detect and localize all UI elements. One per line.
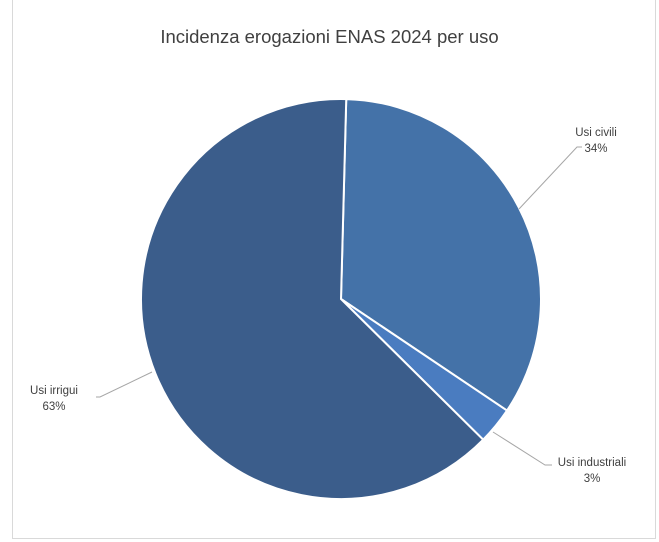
leader-line bbox=[492, 431, 552, 466]
leader-line bbox=[96, 371, 153, 398]
pie-slices bbox=[140, 98, 542, 500]
leader-line bbox=[518, 146, 582, 210]
chart-title: Incidenza erogazioni ENAS 2024 per uso bbox=[160, 26, 499, 47]
data-label-percent: 63% bbox=[42, 401, 65, 413]
pie-slice-usi-irrigui bbox=[140, 98, 485, 500]
data-label-category: Usi civili bbox=[575, 127, 617, 139]
data-label: Usi industriali 3% bbox=[558, 457, 626, 485]
data-label-category: Usi industriali bbox=[558, 457, 626, 469]
data-label: Usi irrigui 63% bbox=[30, 385, 78, 413]
pie-slice-usi-civili bbox=[339, 98, 542, 412]
data-label: Usi civili 34% bbox=[575, 127, 617, 155]
data-label-percent: 34% bbox=[584, 143, 607, 155]
leader-lines bbox=[96, 146, 582, 466]
data-label-percent: 3% bbox=[584, 473, 601, 485]
data-labels: Usi civili 34% Usi industriali 3% Usi irrigu… bbox=[30, 127, 626, 485]
data-label-category: Usi irrigui bbox=[30, 385, 78, 397]
